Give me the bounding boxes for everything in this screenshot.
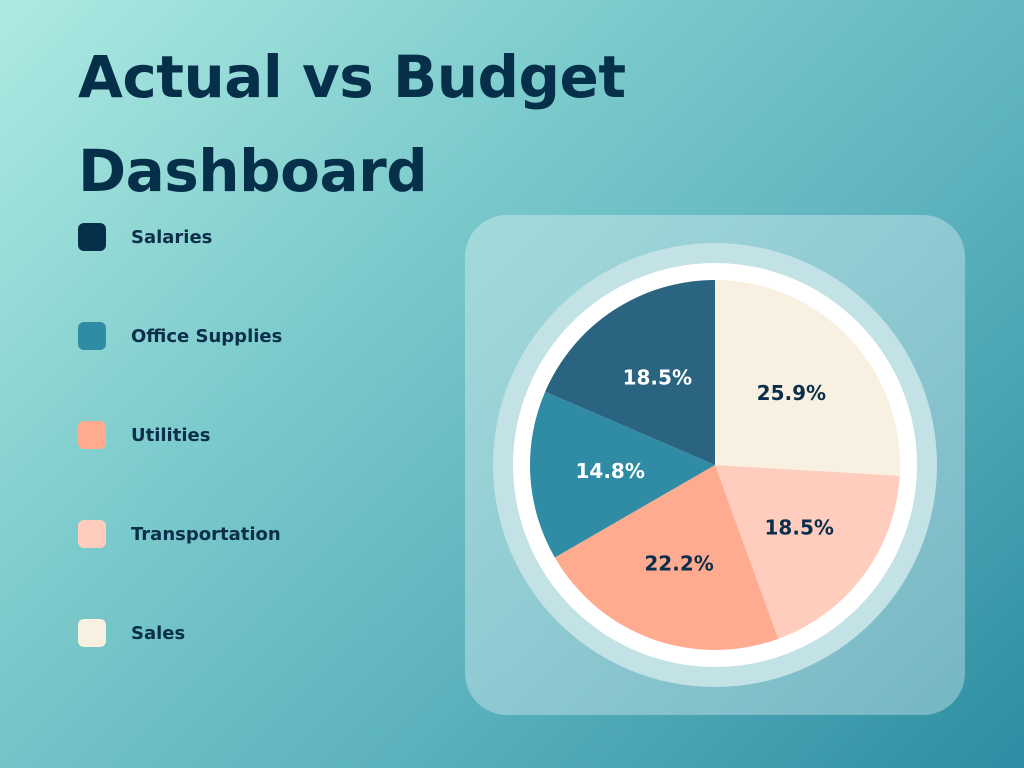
pie-slice-sales (715, 280, 901, 476)
legend-item-sales: Sales (78, 618, 185, 648)
legend-label-transportation: Transportation (131, 523, 281, 545)
page-title: Actual vs Budget Dashboard (78, 43, 626, 205)
legend-item-salaries: Salaries (78, 222, 212, 252)
legend-swatch-transportation (78, 520, 106, 548)
legend-label-salaries: Salaries (131, 226, 213, 248)
chart-card: 25.9% 18.5% 22.2% 14.8% 18.5% (465, 215, 965, 715)
pie-label-office-supplies: 14.8% (575, 459, 644, 483)
pie-label-transportation: 18.5% (765, 516, 834, 540)
legend-swatch-salaries (78, 223, 106, 251)
pie-slice-utilities (554, 465, 779, 650)
legend-label-sales: Sales (131, 622, 186, 644)
pie-label-salaries: 18.5% (623, 365, 692, 389)
legend-swatch-utilities (78, 421, 106, 449)
legend-item-transportation: Transportation (78, 519, 281, 549)
pie-label-sales: 25.9% (757, 381, 826, 405)
pie-chart: 25.9% 18.5% 22.2% 14.8% 18.5% (493, 243, 937, 687)
pie-slice-transportation (715, 465, 900, 639)
legend-label-utilities: Utilities (131, 424, 211, 446)
pie-label-utilities: 22.2% (644, 552, 713, 576)
legend-item-office-supplies: Office Supplies (78, 321, 282, 351)
pie-slice-salaries (545, 280, 715, 465)
legend-swatch-sales (78, 619, 106, 647)
legend-swatch-office-supplies (78, 322, 106, 350)
legend-item-utilities: Utilities (78, 420, 210, 450)
pie-slice-office-supplies (530, 391, 715, 558)
legend-label-office-supplies: Office Supplies (131, 325, 283, 347)
